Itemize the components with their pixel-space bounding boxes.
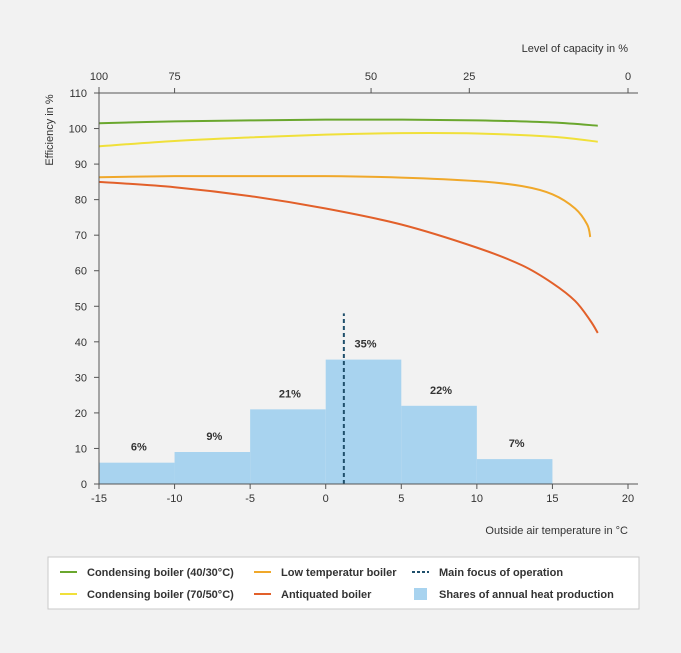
top-tick-label: 50: [365, 71, 377, 83]
top-axis-title: Level of capacity in %: [522, 43, 629, 55]
y-tick-label: 80: [75, 195, 87, 207]
y-tick-label: 90: [75, 159, 87, 171]
x-tick-label: 15: [546, 493, 558, 505]
legend-swatch: [414, 588, 427, 600]
x-tick-label: -10: [167, 493, 183, 505]
x-tick-label: 20: [622, 493, 634, 505]
labels-layer: 6% 9% 21% 35% 22% 7%: [131, 339, 525, 454]
histogram-bar: [174, 452, 251, 484]
y-tick-label: 100: [69, 124, 87, 136]
y-tick-label: 110: [69, 88, 87, 100]
top-tick-label: 25: [463, 71, 475, 83]
x-tick-label: 5: [398, 493, 404, 505]
x-axis-title: Outside air temperature in °C: [485, 525, 628, 537]
histogram-bar: [476, 459, 553, 484]
x-tick-label: -5: [245, 493, 255, 505]
legend-label: Condensing boiler (40/30°C): [87, 567, 234, 579]
bar-value-label: 35%: [354, 339, 376, 351]
histogram-bar: [325, 359, 402, 484]
series-line: [98, 180, 599, 334]
bar-value-label: 21%: [279, 388, 301, 400]
series-line: [98, 175, 592, 238]
y-tick-label: 10: [75, 443, 87, 455]
legend-label: Low temperatur boiler: [281, 567, 397, 579]
bar-value-label: 9%: [206, 431, 222, 443]
legend-label: Main focus of operation: [439, 567, 563, 579]
bar-value-label: 6%: [131, 442, 147, 454]
histogram-bar: [250, 409, 326, 484]
histogram-bar: [401, 405, 477, 484]
y-tick-label: 0: [81, 479, 87, 491]
series-line: [98, 118, 598, 127]
y-axis-title: Efficiency in %: [44, 94, 56, 166]
series-line: [98, 132, 598, 148]
legend-label: Condensing boiler (70/50°C): [87, 589, 234, 601]
bars-layer: [99, 359, 553, 484]
y-tick-label: 70: [75, 230, 87, 242]
legend-label: Antiquated boiler: [281, 589, 372, 601]
lines-layer: [98, 118, 599, 484]
y-tick-label: 30: [75, 372, 87, 384]
legend: Condensing boiler (40/30°C) Condensing bo…: [47, 556, 640, 610]
legend-label: Shares of annual heat production: [439, 589, 614, 601]
x-tick-label: -15: [91, 493, 107, 505]
bar-value-label: 22%: [430, 385, 452, 397]
top-tick-label: 100: [90, 71, 108, 83]
top-tick-label: 0: [625, 71, 631, 83]
histogram-bar: [99, 462, 175, 484]
y-tick-label: 20: [75, 408, 87, 420]
y-tick-label: 60: [75, 266, 87, 278]
bar-value-label: 7%: [509, 438, 525, 450]
x-tick-label: 10: [471, 493, 483, 505]
x-tick-label: 0: [323, 493, 329, 505]
top-tick-label: 75: [168, 71, 180, 83]
y-tick-label: 40: [75, 337, 87, 349]
y-tick-label: 50: [75, 301, 87, 313]
legend-frame: [47, 556, 640, 610]
